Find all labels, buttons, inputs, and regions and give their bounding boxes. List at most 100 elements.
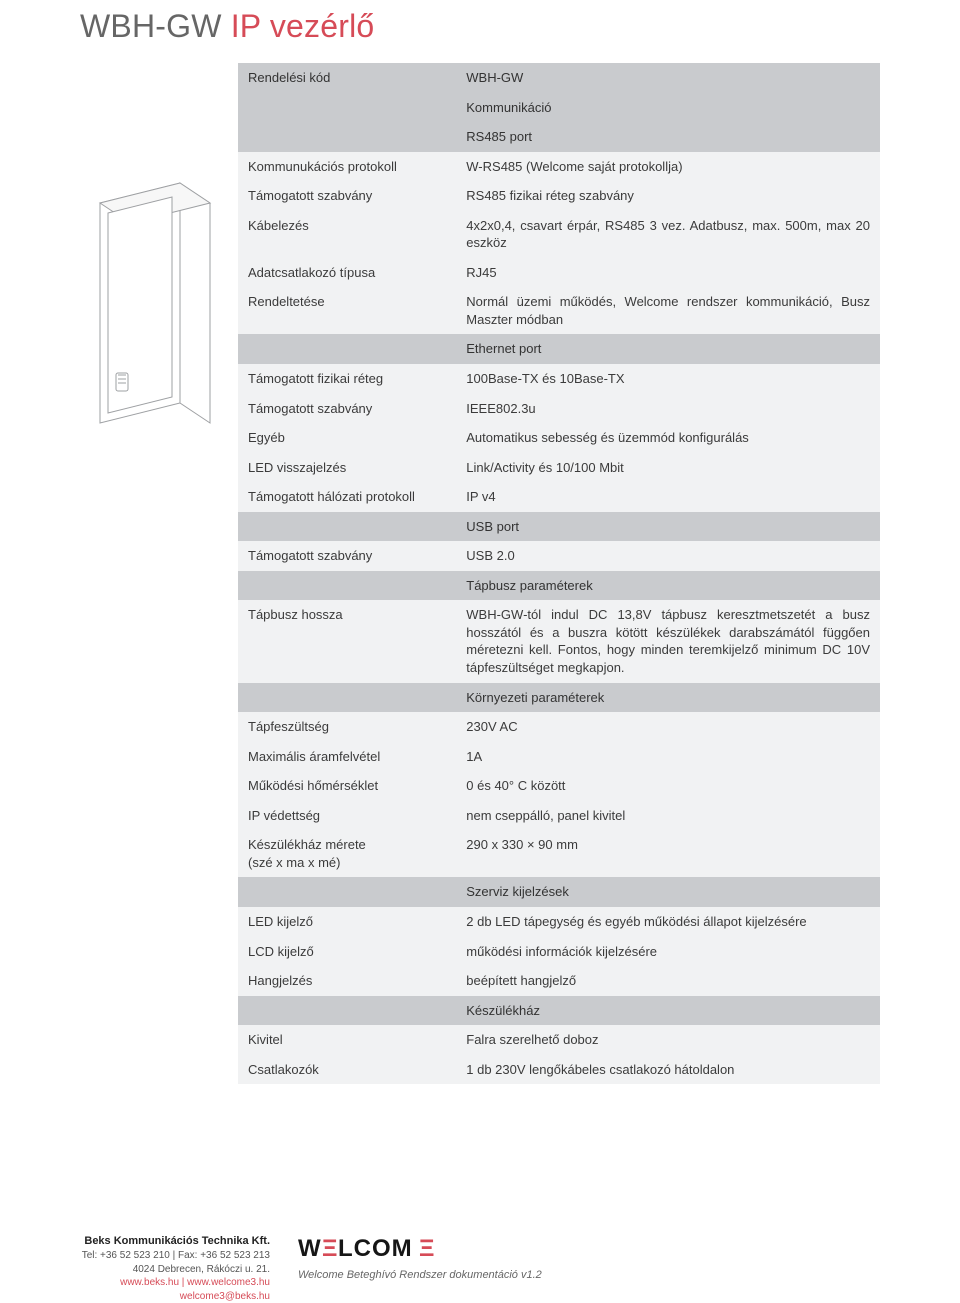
title-prefix: WBH-GW xyxy=(80,8,231,44)
cell-value: Kommunikáció xyxy=(456,93,880,123)
cell-value: 230V AC xyxy=(456,712,880,742)
cell-label: Támogatott fizikai réteg xyxy=(238,364,456,394)
cell-label: Kivitel xyxy=(238,1025,456,1055)
table-row: Csatlakozók1 db 230V lengőkábeles csatla… xyxy=(238,1055,880,1085)
cell-label: Támogatott szabvány xyxy=(238,541,456,571)
table-row: Tápbusz hosszaWBH-GW-tól indul DC 13,8V … xyxy=(238,600,880,682)
table-row: Kábelezés4x2x0,4, csavart érpár, RS485 3… xyxy=(238,211,880,258)
cell-label: Támogatott szabvány xyxy=(238,181,456,211)
svg-text:LCOM: LCOM xyxy=(338,1235,413,1262)
company-name: Beks Kommunikációs Technika Kft. xyxy=(80,1234,270,1249)
svg-text:W: W xyxy=(298,1235,322,1262)
table-row: Működési hőmérséklet0 és 40° C között xyxy=(238,771,880,801)
table-row: RendeltetéseNormál üzemi működés, Welcom… xyxy=(238,287,880,334)
device-illustration xyxy=(80,173,220,453)
cell-label: Csatlakozók xyxy=(238,1055,456,1085)
cell-value: 2 db LED tápegység és egyéb működési áll… xyxy=(456,907,880,937)
spec-table: Rendelési kódWBH-GWKommunikációRS485 por… xyxy=(238,63,880,1084)
table-row: LED kijelző2 db LED tápegység és egyéb m… xyxy=(238,907,880,937)
cell-label: Kommunukációs protokoll xyxy=(238,152,456,182)
cell-label: Rendeltetése xyxy=(238,287,456,334)
cell-label: Tápbusz hossza xyxy=(238,600,456,682)
cell-value: W-RS485 (Welcome saját protokollja) xyxy=(456,152,880,182)
table-row: LED visszajelzésLink/Activity és 10/100 … xyxy=(238,453,880,483)
company-tel: Tel: +36 52 523 210 | Fax: +36 52 523 21… xyxy=(80,1249,270,1263)
cell-value: Környezeti paraméterek xyxy=(456,683,880,713)
cell-label: Adatcsatlakozó típusa xyxy=(238,258,456,288)
cell-label: Készülékház mérete (szé x ma x mé) xyxy=(238,830,456,877)
cell-label: Támogatott szabvány xyxy=(238,394,456,424)
table-row: Készülékház mérete (szé x ma x mé)290 x … xyxy=(238,830,880,877)
cell-label: Egyéb xyxy=(238,423,456,453)
table-row: Kommunukációs protokollW-RS485 (Welcome … xyxy=(238,152,880,182)
cell-label: LCD kijelző xyxy=(238,937,456,967)
company-block: Beks Kommunikációs Technika Kft. Tel: +3… xyxy=(80,1234,270,1303)
cell-value: Szerviz kijelzések xyxy=(456,877,880,907)
table-row: USB port xyxy=(238,512,880,542)
cell-label xyxy=(238,512,456,542)
cell-value: 1A xyxy=(456,742,880,772)
table-row: Tápbusz paraméterek xyxy=(238,571,880,601)
cell-label: Működési hőmérséklet xyxy=(238,771,456,801)
footer: Beks Kommunikációs Technika Kft. Tel: +3… xyxy=(80,1234,880,1303)
company-web: www.beks.hu | www.welcome3.hu xyxy=(80,1276,270,1290)
table-row: Adatcsatlakozó típusaRJ45 xyxy=(238,258,880,288)
table-row: LCD kijelzőműködési információk kijelzés… xyxy=(238,937,880,967)
table-row: Környezeti paraméterek xyxy=(238,683,880,713)
content-row: Rendelési kódWBH-GWKommunikációRS485 por… xyxy=(80,63,880,1084)
company-address: 4024 Debrecen, Rákóczi u. 21. xyxy=(80,1263,270,1277)
cell-label: IP védettség xyxy=(238,801,456,831)
thumbnail-column xyxy=(80,63,220,453)
cell-value: Link/Activity és 10/100 Mbit xyxy=(456,453,880,483)
company-email: welcome3@beks.hu xyxy=(80,1290,270,1303)
cell-value: RS485 port xyxy=(456,122,880,152)
cell-value: IP v4 xyxy=(456,482,880,512)
table-row: Ethernet port xyxy=(238,334,880,364)
cell-label xyxy=(238,571,456,601)
page: WBH-GW IP vezérlő xyxy=(0,8,960,1303)
table-row: KivitelFalra szerelhető doboz xyxy=(238,1025,880,1055)
table-row: Szerviz kijelzések xyxy=(238,877,880,907)
cell-value: 100Base-TX és 10Base-TX xyxy=(456,364,880,394)
page-title: WBH-GW IP vezérlő xyxy=(80,8,880,45)
cell-value: USB port xyxy=(456,512,880,542)
table-row: Maximális áramfelvétel1A xyxy=(238,742,880,772)
svg-text:Ξ: Ξ xyxy=(322,1235,337,1262)
table-row: Készülékház xyxy=(238,996,880,1026)
table-row: Kommunikáció xyxy=(238,93,880,123)
cell-value: működési információk kijelzésére xyxy=(456,937,880,967)
cell-value: Tápbusz paraméterek xyxy=(456,571,880,601)
table-row: Támogatott szabványUSB 2.0 xyxy=(238,541,880,571)
cell-value: Normál üzemi működés, Welcome rendszer k… xyxy=(456,287,880,334)
cell-label: Maximális áramfelvétel xyxy=(238,742,456,772)
table-row: RS485 port xyxy=(238,122,880,152)
cell-value: Automatikus sebesség és üzemmód konfigur… xyxy=(456,423,880,453)
table-row: Támogatott fizikai réteg100Base-TX és 10… xyxy=(238,364,880,394)
title-accent: IP vezérlő xyxy=(231,8,375,44)
cell-label xyxy=(238,334,456,364)
cell-value: Ethernet port xyxy=(456,334,880,364)
cell-value: nem cseppálló, panel kivitel xyxy=(456,801,880,831)
cell-label: Tápfeszültség xyxy=(238,712,456,742)
cell-label: Támogatott hálózati protokoll xyxy=(238,482,456,512)
cell-label xyxy=(238,93,456,123)
cell-label: Hangjelzés xyxy=(238,966,456,996)
cell-label: Rendelési kód xyxy=(238,63,456,93)
cell-label: LED kijelző xyxy=(238,907,456,937)
welcome-logo: W Ξ LCOM Ξ xyxy=(298,1234,448,1264)
svg-text:Ξ: Ξ xyxy=(419,1235,434,1262)
cell-value: 290 x 330 × 90 mm xyxy=(456,830,880,877)
cell-value: RS485 fizikai réteg szabvány xyxy=(456,181,880,211)
cell-value: 1 db 230V lengőkábeles csatlakozó hátold… xyxy=(456,1055,880,1085)
table-row: Hangjelzésbeépített hangjelző xyxy=(238,966,880,996)
table-row: Rendelési kódWBH-GW xyxy=(238,63,880,93)
table-row: IP védettségnem cseppálló, panel kivitel xyxy=(238,801,880,831)
cell-value: beépített hangjelző xyxy=(456,966,880,996)
cell-value: Készülékház xyxy=(456,996,880,1026)
cell-value: USB 2.0 xyxy=(456,541,880,571)
doc-line: Welcome Beteghívó Rendszer dokumentáció … xyxy=(298,1268,542,1283)
table-row: Tápfeszültség230V AC xyxy=(238,712,880,742)
cell-label xyxy=(238,122,456,152)
cell-value: IEEE802.3u xyxy=(456,394,880,424)
cell-value: RJ45 xyxy=(456,258,880,288)
